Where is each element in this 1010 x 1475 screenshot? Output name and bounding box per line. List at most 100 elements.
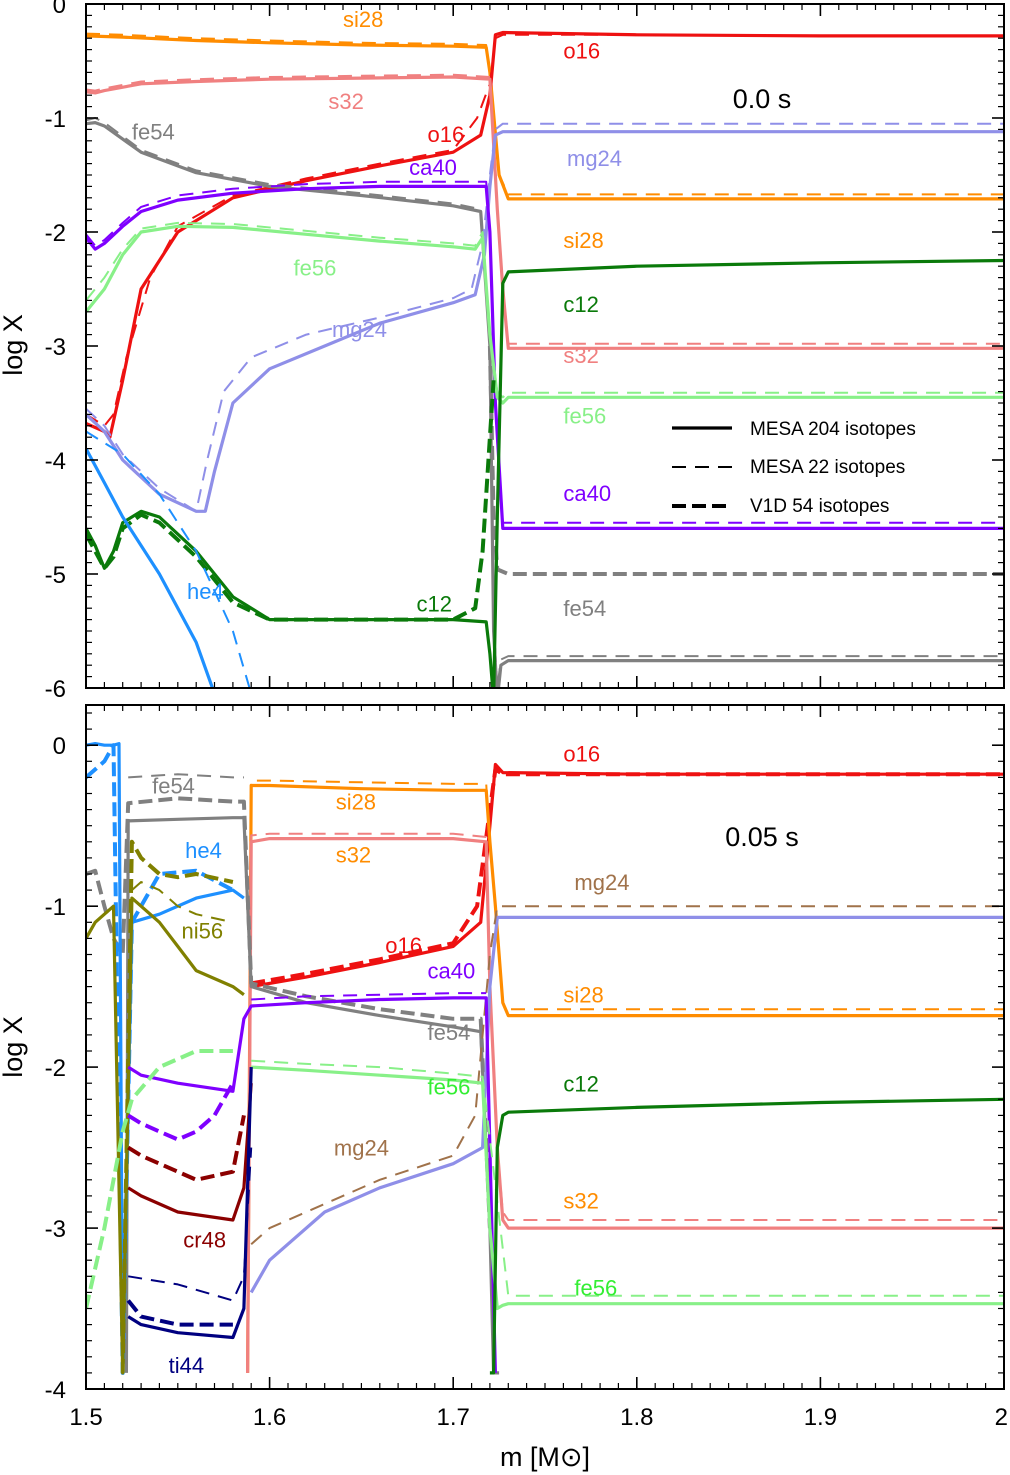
top-label-fe54-16: fe54 (563, 596, 606, 621)
bottom-label-fe54-10: fe54 (428, 1020, 471, 1045)
x-tick-label: 1.7 (437, 1404, 470, 1431)
bottom-series-ca40-thick-dashed-18 (127, 1082, 235, 1142)
bottom-series-fe54-thick-dashed-7 (86, 796, 492, 1229)
top-label-s32-2: s32 (328, 89, 363, 114)
bottom-label-ca40-8: ca40 (428, 959, 476, 984)
bottom-series-ca40-solid-16 (127, 996, 497, 1373)
top-time-label: 0.0 s (733, 84, 792, 114)
bottom-label-c12-11: c12 (563, 1071, 598, 1096)
bottom-series-ni56-solid-13 (86, 896, 245, 1375)
legend-label-mesa22: MESA 22 isotopes (750, 457, 905, 478)
top-y-tick-label: -3 (45, 334, 66, 361)
top-label-c12-14: c12 (417, 592, 452, 617)
bottom-y-tick-label: 0 (53, 733, 66, 760)
bottom-y-tick-label: -2 (45, 1055, 66, 1082)
top-series-ca40-solid-11 (86, 184, 1004, 530)
bottom-label-si28-9: si28 (563, 983, 603, 1008)
bottom-label-o16-7: o16 (385, 933, 422, 958)
bottom-series-ti44-solid-24 (127, 1067, 253, 1340)
top-series-ca40-dashed-12 (86, 180, 1004, 524)
bottom-series-si28-dashed-3 (246, 779, 1004, 1373)
top-label-ca40-6: ca40 (409, 155, 457, 180)
bottom-series-mg24-solid-11 (249, 915, 1004, 1294)
bottom-series-group (86, 742, 1004, 1375)
top-series-he4-solid-17 (86, 447, 215, 688)
top-series-fe54-thick-dashed-8 (487, 345, 1004, 576)
x-axis-tick-labels: 1.5 1.6 1.7 1.8 1.9 2 (69, 1404, 1008, 1431)
bottom-label-o16-0: o16 (563, 741, 600, 766)
top-y-axis-label: log X (0, 314, 28, 376)
top-y-tick-label: -6 (45, 676, 66, 703)
top-series-c12-solid-15 (86, 258, 1004, 688)
top-y-tick-label: -5 (45, 562, 66, 589)
bottom-series-o16-thick-dashed-1 (250, 767, 1004, 986)
bottom-series-fe54-dashed-8 (128, 773, 244, 779)
bottom-series-ca40-dashed-17 (251, 992, 487, 1001)
bottom-label-s32-4: s32 (336, 843, 371, 868)
bottom-y-tick-label: -1 (45, 894, 66, 921)
bottom-series-mg24-dashed-12 (250, 905, 1004, 1245)
top-y-tick-label: -2 (45, 220, 66, 247)
top-series-mg24-solid-9 (86, 130, 1004, 513)
bottom-label-ni56-6: ni56 (182, 918, 224, 943)
top-y-tick-label: -4 (45, 448, 66, 475)
top-label-ca40-13: ca40 (563, 481, 611, 506)
top-series-si28-solid-0 (86, 34, 1004, 201)
bottom-series-fe56-solid-19 (251, 1065, 1004, 1311)
legend: MESA 204 isotopes MESA 22 isotopes V1D 5… (672, 419, 916, 517)
top-series-o16-solid-2 (86, 30, 1004, 439)
top-series-fe54-solid-6 (86, 121, 1004, 688)
top-label-fe54-3: fe54 (132, 120, 175, 145)
top-y-tick-label: 0 (53, 0, 66, 19)
bottom-series-fe56-dashed-20 (251, 1059, 1004, 1297)
top-panel: si28 o16 s32 fe54 o16 mg24 ca40 si28 fe56 c12 mg24… (0, 0, 1005, 703)
top-series-fe56-dashed-14 (86, 221, 1004, 399)
top-label-mg24-10: mg24 (332, 317, 387, 342)
bottom-time-label: 0.05 s (725, 822, 799, 852)
top-label-he4-15: he4 (187, 579, 224, 604)
top-series-group (86, 30, 1004, 688)
x-tick-label: 1.6 (253, 1404, 286, 1431)
bottom-label-fe54-1: fe54 (152, 774, 195, 799)
bottom-label-fe56-12: fe56 (428, 1075, 471, 1100)
bottom-series-ni56-dashed-15 (131, 881, 234, 924)
top-series-he4-dashed-18 (86, 430, 251, 688)
legend-label-v1d54: V1D 54 isotopes (750, 496, 889, 517)
top-series-si28-dashed-1 (86, 32, 1004, 196)
bottom-y-tick-label: -3 (45, 1216, 66, 1243)
bottom-series-ni56-thick-dashed-14 (120, 839, 234, 1373)
x-axis-label: m [M⊙] (500, 1442, 590, 1472)
bottom-series-ti44-thick-dashed-26 (126, 1299, 233, 1327)
top-label-mg24-5: mg24 (567, 146, 622, 171)
bottom-label-mg24-13: mg24 (334, 1136, 389, 1161)
top-label-c12-9: c12 (563, 292, 598, 317)
x-tick-label: 2 (995, 1404, 1008, 1431)
bottom-label-s32-14: s32 (563, 1189, 598, 1214)
top-series-s32-solid-4 (86, 75, 1004, 350)
legend-label-mesa204: MESA 204 isotopes (750, 419, 916, 440)
bottom-label-cr48-15: cr48 (183, 1227, 226, 1252)
top-y-tick-label: -1 (45, 106, 66, 133)
bottom-series-ti44-dashed-25 (128, 1147, 253, 1302)
bottom-series-c12-solid-27 (489, 1097, 1004, 1375)
top-series-fe56-solid-13 (86, 224, 1004, 405)
top-label-o16-4: o16 (428, 122, 465, 147)
top-axis-ticks: 0 -1 -2 -3 -4 -5 -6 (45, 0, 1005, 703)
x-tick-label: 1.5 (69, 1404, 102, 1431)
top-series-s32-dashed-5 (86, 73, 1004, 345)
top-series-o16-dashed-3 (86, 33, 1004, 427)
bottom-label-ti44-17: ti44 (169, 1353, 204, 1378)
top-series-fe54-dashed-7 (86, 117, 1004, 688)
top-series-mg24-dashed-10 (86, 122, 1004, 513)
top-label-s32-11: s32 (563, 343, 598, 368)
x-tick-label: 1.9 (804, 1404, 837, 1431)
top-series-c12-thick-dashed-16 (86, 380, 496, 622)
x-tick-label: 1.8 (620, 1404, 653, 1431)
top-label-fe56-8: fe56 (294, 255, 337, 280)
bottom-label-he4-3: he4 (185, 838, 222, 863)
top-label-si28-7: si28 (563, 228, 603, 253)
bottom-label-si28-2: si28 (336, 790, 376, 815)
